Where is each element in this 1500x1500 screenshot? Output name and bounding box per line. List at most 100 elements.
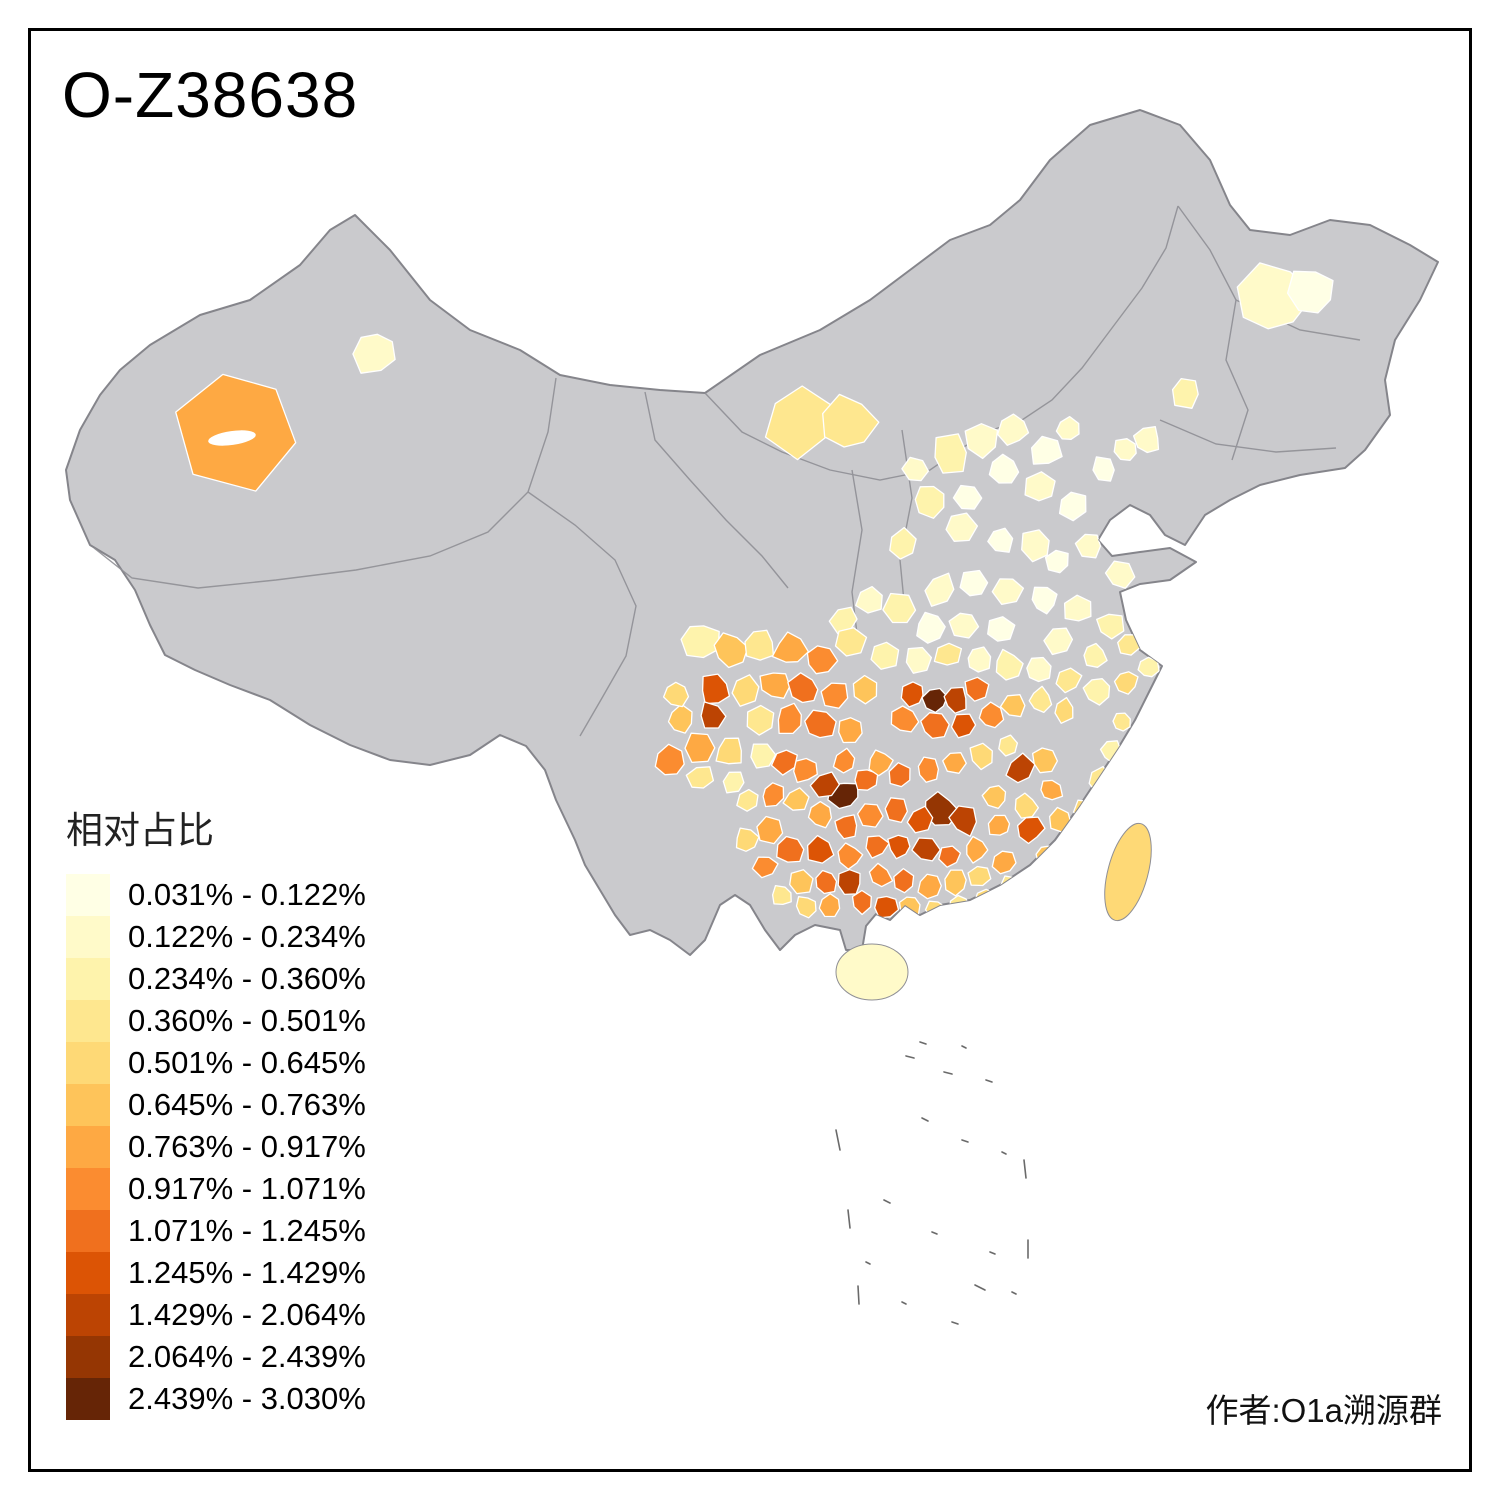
prefecture-cell bbox=[662, 681, 690, 708]
prefecture-cell bbox=[852, 674, 878, 705]
prefecture-cell bbox=[751, 856, 779, 879]
prefecture-cell bbox=[1016, 816, 1046, 845]
prefecture-cell bbox=[806, 834, 835, 864]
prefecture-cell bbox=[832, 747, 856, 774]
prefecture-cell bbox=[981, 785, 1007, 810]
prefecture-cell bbox=[1028, 685, 1053, 714]
sea-islet-mark bbox=[865, 1261, 871, 1265]
legend-class-row: 2.439% - 3.030% bbox=[66, 1378, 366, 1420]
legend-label: 0.645% - 0.763% bbox=[128, 1087, 366, 1122]
prefecture-cell bbox=[1286, 270, 1334, 314]
prefecture-cell bbox=[934, 433, 967, 474]
sea-islet-mark bbox=[857, 1285, 860, 1305]
prefecture-cell bbox=[789, 869, 814, 895]
prefecture-cell bbox=[1054, 696, 1074, 724]
prefecture-cell bbox=[987, 616, 1016, 642]
prefecture-cell bbox=[731, 674, 760, 707]
sea-islet-mark bbox=[901, 1301, 907, 1305]
prefecture-cell bbox=[967, 865, 992, 887]
legend-label: 0.917% - 1.071% bbox=[128, 1171, 366, 1206]
prefecture-cell bbox=[771, 631, 810, 663]
legend-class-row: 0.645% - 0.763% bbox=[66, 1084, 366, 1126]
prefecture-cell bbox=[868, 749, 894, 777]
map-title: O-Z38638 bbox=[62, 59, 359, 131]
prefecture-cell bbox=[884, 797, 909, 824]
prefecture-cell bbox=[1137, 656, 1160, 678]
prefecture-cell bbox=[722, 771, 745, 794]
legend-label: 1.429% - 2.064% bbox=[128, 1297, 366, 1332]
prefecture-cell bbox=[996, 413, 1030, 446]
prefecture-cell bbox=[978, 701, 1005, 729]
prefecture-cell bbox=[905, 646, 933, 674]
prefecture-cell bbox=[998, 734, 1019, 757]
prefecture-cell bbox=[807, 800, 833, 829]
prefecture-cell bbox=[759, 672, 791, 699]
legend-swatch bbox=[66, 1084, 110, 1126]
sea-islet-mark bbox=[985, 1079, 993, 1083]
prefecture-cell bbox=[901, 456, 930, 482]
prefecture-cell bbox=[713, 632, 749, 669]
prefecture-cell bbox=[887, 834, 911, 860]
prefecture-cell bbox=[914, 485, 945, 519]
legend-class-row: 0.234% - 0.360% bbox=[66, 958, 366, 1000]
prefecture-cell bbox=[995, 648, 1024, 681]
legend-label: 0.763% - 0.917% bbox=[128, 1129, 366, 1164]
prefecture-cell bbox=[1055, 415, 1080, 440]
prefecture-cell bbox=[815, 869, 838, 895]
prefecture-cell bbox=[987, 814, 1011, 836]
prefecture-cell bbox=[837, 869, 861, 896]
prefecture-cell bbox=[806, 645, 839, 675]
prefecture-cell bbox=[917, 873, 942, 900]
prefecture-cell bbox=[684, 732, 716, 764]
prefecture-cell bbox=[1063, 594, 1092, 622]
prefecture-cell bbox=[1055, 667, 1083, 694]
hainan-island bbox=[835, 943, 909, 1001]
prefecture-cell bbox=[756, 815, 784, 845]
prefecture-cell bbox=[964, 423, 999, 460]
prefecture-cell bbox=[1171, 377, 1199, 409]
prefecture-cell bbox=[746, 704, 775, 736]
prefecture-cell bbox=[1045, 897, 1067, 915]
prefecture-cell bbox=[777, 702, 802, 735]
prefecture-cell bbox=[950, 713, 977, 739]
prefecture-cell bbox=[916, 611, 946, 644]
prefecture-cell bbox=[1113, 671, 1139, 695]
prefecture-cell bbox=[770, 749, 798, 776]
prefecture-cell bbox=[776, 835, 805, 863]
legend-label: 1.071% - 1.245% bbox=[128, 1213, 366, 1248]
prefecture-cell bbox=[787, 672, 819, 704]
legend-class-row: 0.763% - 0.917% bbox=[66, 1126, 366, 1168]
prefecture-cell bbox=[804, 709, 837, 739]
prefecture-cell bbox=[809, 771, 841, 798]
islands bbox=[835, 822, 1152, 1001]
prefecture-cell bbox=[1083, 642, 1108, 668]
prefecture-cell bbox=[948, 612, 980, 639]
sea-islet-mark bbox=[1023, 1159, 1027, 1179]
prefecture-cell bbox=[969, 742, 993, 771]
prefecture-cell bbox=[851, 889, 872, 916]
legend-swatch bbox=[66, 958, 110, 1000]
prefecture-cell bbox=[991, 850, 1017, 875]
prefecture-cell bbox=[744, 629, 775, 661]
prefecture-cell bbox=[938, 845, 962, 868]
prefecture-cell bbox=[888, 762, 911, 788]
prefecture-cell bbox=[771, 884, 792, 906]
sea-islet-mark bbox=[921, 1117, 929, 1122]
prefecture-cell bbox=[933, 642, 963, 666]
prefecture-cell bbox=[874, 895, 900, 919]
prefecture-cell bbox=[944, 869, 967, 897]
prefecture-cell bbox=[1021, 885, 1043, 905]
prefecture-cell bbox=[700, 701, 727, 729]
prefecture-cell bbox=[952, 484, 983, 510]
prefecture-cell bbox=[1092, 456, 1115, 482]
prefecture-cell bbox=[1005, 752, 1036, 784]
prefecture-cell bbox=[893, 867, 915, 894]
legend-swatch bbox=[66, 1126, 110, 1168]
prefecture-cell bbox=[1058, 491, 1087, 522]
sea-islet-mark bbox=[931, 1231, 938, 1235]
prefecture-cell bbox=[1132, 426, 1160, 454]
legend-title: 相对占比 bbox=[66, 810, 214, 851]
legend-class-row: 1.429% - 2.064% bbox=[66, 1294, 366, 1336]
prefecture-cell bbox=[1040, 779, 1064, 801]
